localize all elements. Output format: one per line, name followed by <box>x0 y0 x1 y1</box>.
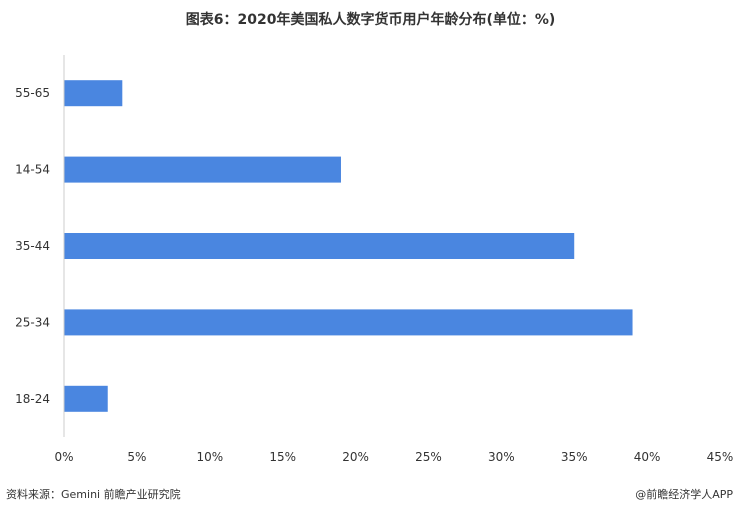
source-note: 资料来源：Gemini 前瞻产业研究院 <box>6 488 181 501</box>
y-tick-label: 55-65 <box>15 86 50 100</box>
bar-35-44 <box>64 233 575 259</box>
x-tick-label: 20% <box>342 450 369 464</box>
chart-title: 图表6：2020年美国私人数字货币用户年龄分布(单位：%) <box>185 12 556 28</box>
x-tick-label: 0% <box>54 450 73 464</box>
y-tick-label: 14-54 <box>15 163 50 177</box>
x-tick-label: 35% <box>561 450 588 464</box>
y-tick-label: 18-24 <box>15 392 50 406</box>
y-tick-label: 25-34 <box>15 315 50 329</box>
x-tick-label: 30% <box>488 450 515 464</box>
x-tick-label: 40% <box>634 450 661 464</box>
bar-55-65 <box>64 80 123 107</box>
y-tick-label: 35-44 <box>15 239 50 253</box>
bar-18-24 <box>64 385 108 412</box>
x-tick-label: 15% <box>269 450 296 464</box>
bar-14-54 <box>64 156 341 183</box>
x-tick-label: 45% <box>707 450 734 464</box>
x-tick-label: 25% <box>415 450 442 464</box>
bar-25-34 <box>64 309 633 336</box>
brand-credit: @前瞻经济学人APP <box>635 488 733 501</box>
x-tick-label: 10% <box>196 450 223 464</box>
x-tick-label: 5% <box>127 450 146 464</box>
